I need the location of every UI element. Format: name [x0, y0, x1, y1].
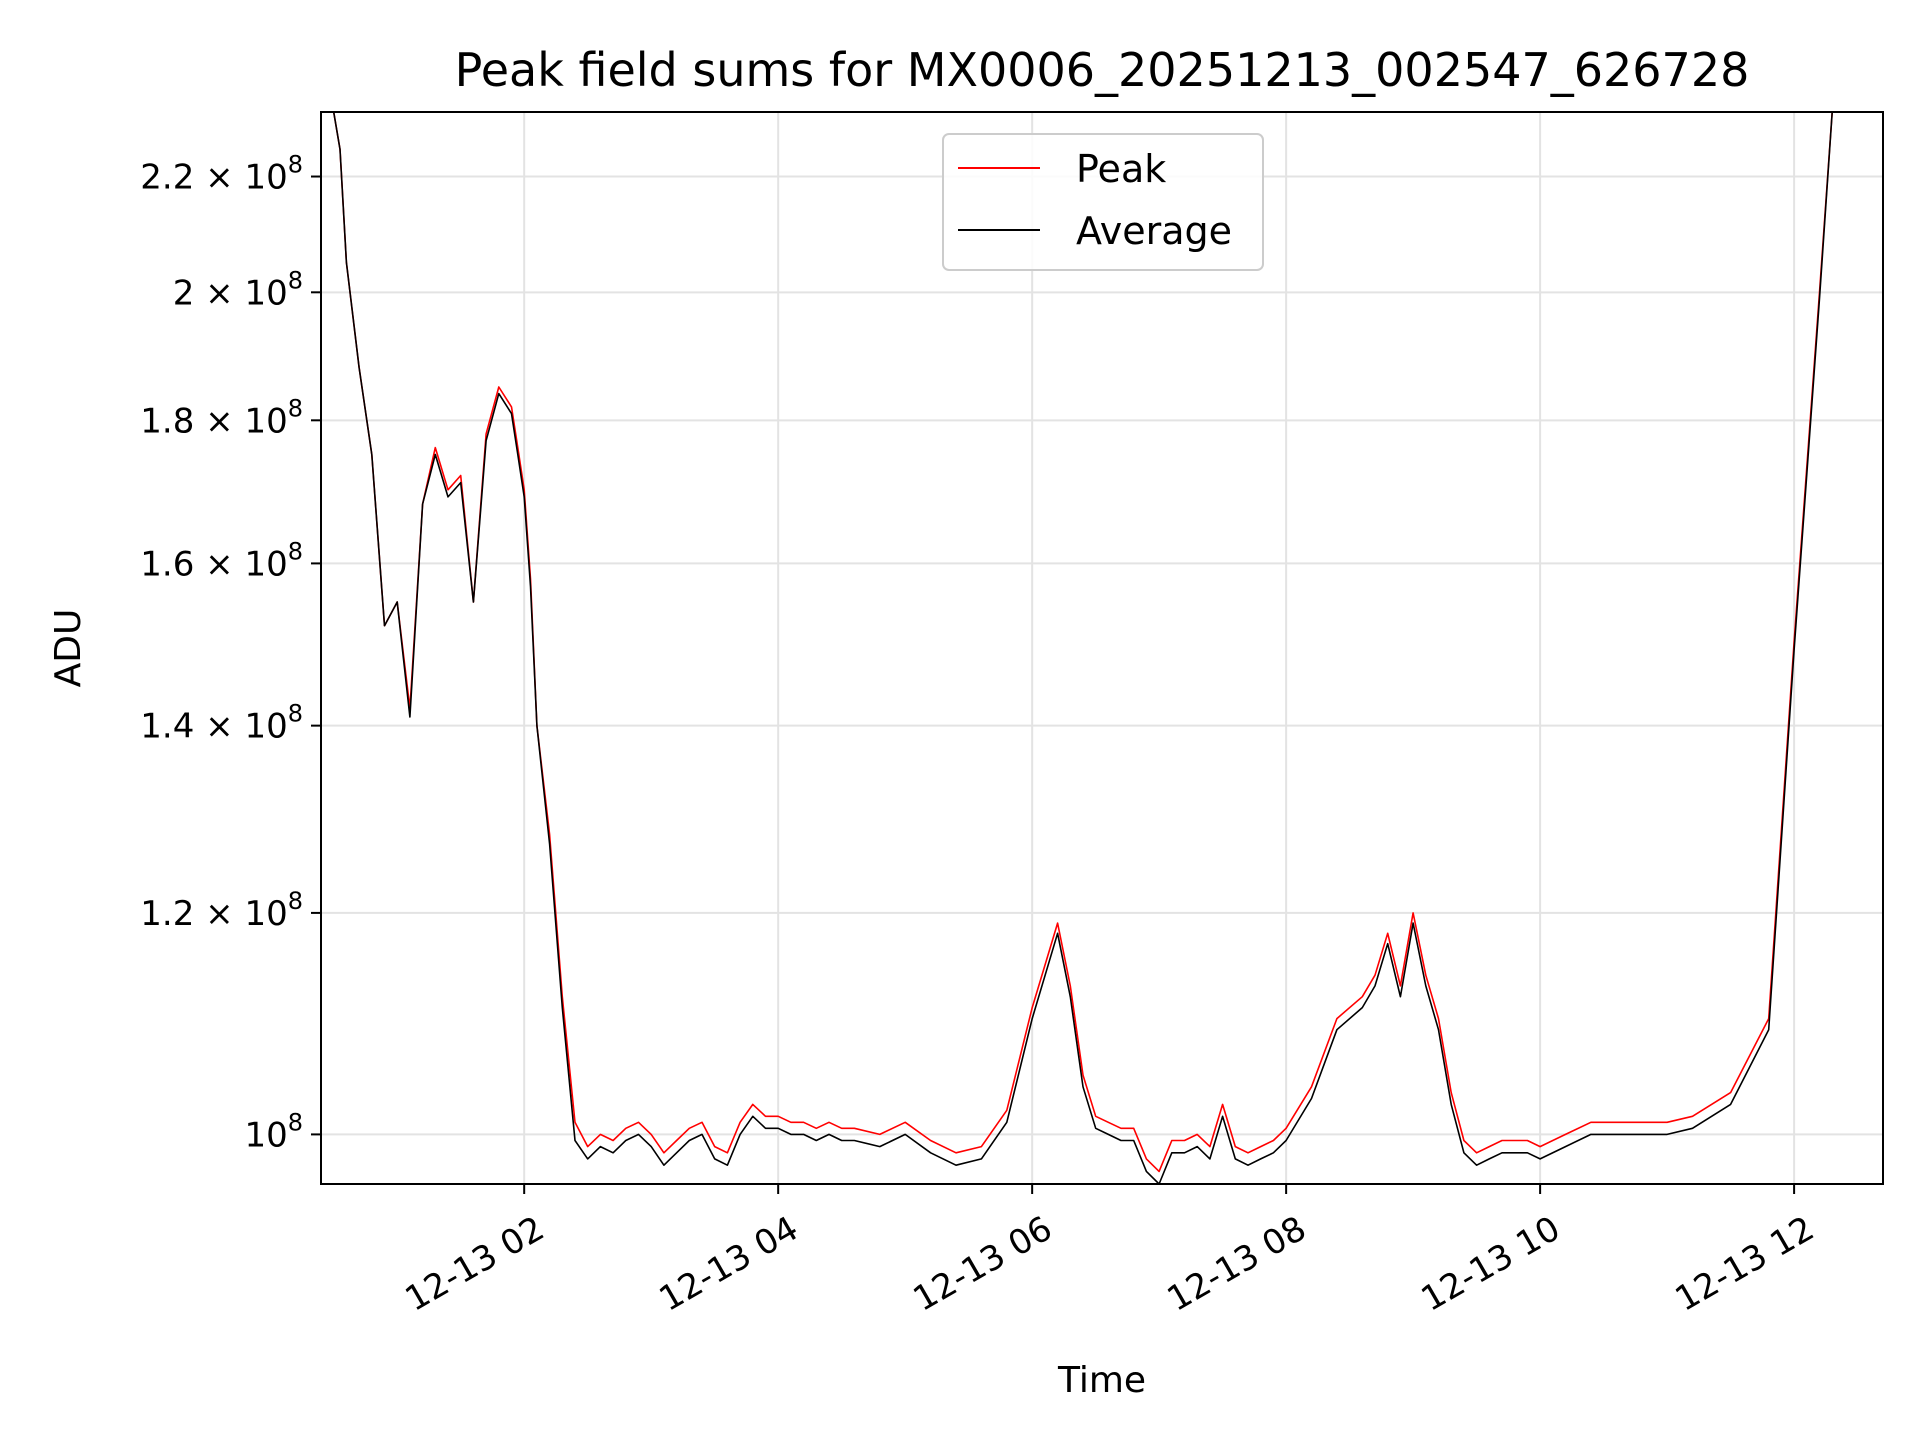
y-tick-times: × [194, 158, 244, 198]
y-tick-exponent: 8 [288, 394, 303, 422]
y-tick-label: 2 × 108 [173, 266, 303, 313]
y-tick-label: 2.2 × 108 [140, 151, 303, 198]
series-layer [332, 111, 1871, 1185]
y-tick-exponent: 8 [288, 151, 303, 179]
legend-average-label: Average [1076, 209, 1232, 253]
y-tick-mantissa: 1.2 [140, 894, 194, 934]
y-tick-label: 1.4 × 108 [140, 700, 303, 747]
y-tick-mantissa: 1.8 [140, 401, 194, 441]
y-tick-label: 108 [244, 1108, 303, 1155]
y-tick-exponent: 8 [288, 266, 303, 294]
y-tick-label: 1.6 × 108 [140, 537, 303, 584]
grid [321, 112, 1883, 1184]
legend: Peak Average [942, 133, 1264, 271]
y-tick-base: 10 [244, 707, 287, 747]
chart-title: Peak field sums for MX0006_20251213_0025… [455, 43, 1750, 97]
x-axis-label: Time [1057, 1360, 1146, 1401]
y-tick-label: 1.2 × 108 [140, 887, 303, 934]
y-axis-label: ADU [48, 609, 89, 688]
series-line-average [332, 111, 1871, 1185]
y-tick-base: 10 [244, 158, 287, 198]
series-line-peak [332, 111, 1871, 1173]
y-tick-mantissa: 2 [173, 273, 195, 313]
y-tick-exponent: 8 [288, 1108, 303, 1136]
y-tick-mantissa: 1.6 [140, 544, 194, 584]
y-tick-base: 10 [244, 273, 287, 313]
y-tick-times: × [194, 273, 244, 313]
y-tick-mantissa: 1.4 [140, 707, 194, 747]
y-tick-exponent: 8 [288, 887, 303, 915]
y-tick-base: 10 [244, 544, 287, 584]
y-tick-exponent: 8 [288, 537, 303, 565]
y-tick-times: × [194, 544, 244, 584]
y-tick-label: 1.8 × 108 [140, 394, 303, 441]
y-tick-base: 10 [244, 401, 287, 441]
y-tick-times: × [194, 401, 244, 441]
plot-frame [320, 111, 1884, 1185]
y-tick-base: 10 [244, 894, 287, 934]
y-tick-base: 10 [244, 1115, 287, 1155]
y-tick-mantissa: 2.2 [140, 158, 194, 198]
legend-peak-label: Peak [1076, 147, 1166, 191]
y-tick-exponent: 8 [288, 700, 303, 728]
y-tick-times: × [194, 707, 244, 747]
y-tick-times: × [194, 894, 244, 934]
